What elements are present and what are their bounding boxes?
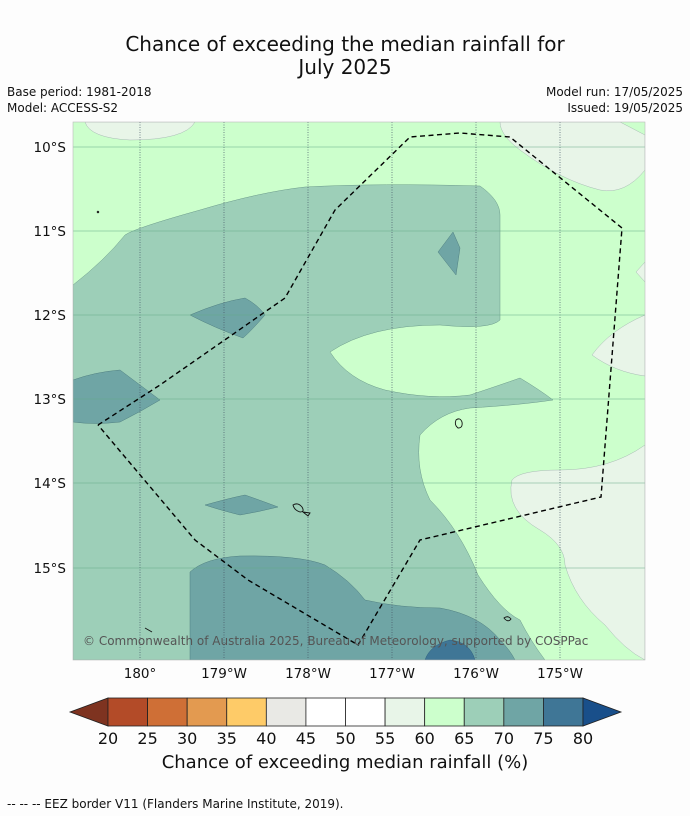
region-55-60-right xyxy=(591,314,645,377)
lon-label-179w: 179°W xyxy=(201,666,247,682)
colorbar-ticks: 20 25 30 35 40 45 50 55 60 65 70 75 80 xyxy=(98,729,593,748)
colorbar-arrow-high xyxy=(582,697,623,727)
latitude-gridlines xyxy=(73,146,645,569)
lat-label-13s: 13°S xyxy=(34,392,67,408)
colorbar-tick-55: 55 xyxy=(375,729,395,748)
colorbar xyxy=(68,697,623,727)
issued-date: Issued: 19/05/2025 xyxy=(567,101,683,115)
region-75-80 xyxy=(424,639,476,660)
colorbar-tick-75: 75 xyxy=(533,729,553,748)
colorbar-tick-70: 70 xyxy=(494,729,514,748)
colorbar-swatch-40-45 xyxy=(265,697,307,727)
base-period: Base period: 1981-2018 xyxy=(7,85,152,99)
colorbar-tick-80: 80 xyxy=(573,729,593,748)
eez-footnote: -- -- -- EEZ border V11 (Flanders Marine… xyxy=(7,797,344,811)
colorbar-swatch-35-40 xyxy=(226,697,267,727)
colorbar-swatch-30-35 xyxy=(186,697,228,727)
colorbar-swatch-20-25 xyxy=(107,697,148,727)
map-title-line2: July 2025 xyxy=(298,55,392,79)
colorbar-tick-65: 65 xyxy=(454,729,474,748)
eez-border xyxy=(97,132,623,646)
colorbar-tick-35: 35 xyxy=(217,729,237,748)
colorbar-swatch-60-65 xyxy=(424,697,465,727)
colorbar-swatch-75-80 xyxy=(543,697,584,727)
region-70-75-small xyxy=(437,231,461,276)
lat-label-10s: 10°S xyxy=(34,140,67,156)
colorbar-tick-25: 25 xyxy=(137,729,157,748)
map-title-line1: Chance of exceeding the median rainfall … xyxy=(125,32,565,56)
colorbar-tick-60: 60 xyxy=(414,729,434,748)
lat-label-14s: 14°S xyxy=(34,476,67,492)
lat-label-12s: 12°S xyxy=(34,308,67,324)
colorbar-swatch-25-30 xyxy=(147,697,188,727)
colorbar-tick-40: 40 xyxy=(256,729,276,748)
colorbar-arrow-low xyxy=(68,697,109,727)
colorbar-tick-45: 45 xyxy=(296,729,316,748)
longitude-labels: 180° 179°W 178°W 177°W 176°W 175°W xyxy=(124,666,583,682)
colorbar-swatch-65-70 xyxy=(463,697,505,727)
colorbar-tick-30: 30 xyxy=(177,729,197,748)
colorbar-title: Chance of exceeding median rainfall (%) xyxy=(161,752,529,773)
colorbar-swatch-45-50 xyxy=(305,697,346,727)
lon-label-175w: 175°W xyxy=(537,666,583,682)
lat-label-15s: 15°S xyxy=(34,561,67,577)
lon-label-176w: 176°W xyxy=(453,666,499,682)
region-70-75-bottom xyxy=(189,555,516,660)
islands xyxy=(96,210,512,633)
longitude-gridlines xyxy=(139,122,561,660)
colorbar-swatch-55-60 xyxy=(384,697,426,727)
map-area: © Commonwealth of Australia 2025, Bureau… xyxy=(73,122,645,660)
latitude-labels: 10°S 11°S 12°S 13°S 14°S 15°S xyxy=(34,140,67,577)
region-55-60-right-small xyxy=(635,261,645,283)
region-55-60-top-right xyxy=(499,122,645,191)
colorbar-tick-20: 20 xyxy=(98,729,118,748)
region-70-75-mid xyxy=(204,494,279,516)
lon-label-178w: 178°W xyxy=(285,666,331,682)
colorbar-swatch-50-55 xyxy=(345,697,386,727)
map-frame xyxy=(72,121,646,661)
lon-label-177w: 177°W xyxy=(369,666,415,682)
lat-label-11s: 11°S xyxy=(34,224,67,240)
model-run: Model run: 17/05/2025 xyxy=(545,85,683,99)
colorbar-swatch-70-75 xyxy=(503,697,544,727)
colorbar-tick-50: 50 xyxy=(335,729,355,748)
map-copyright: © Commonwealth of Australia 2025, Bureau… xyxy=(83,634,588,648)
region-65-70 xyxy=(73,184,554,660)
region-55-60-top-left xyxy=(84,122,196,141)
lon-label-180: 180° xyxy=(124,666,157,682)
region-55-60-bottom-right xyxy=(510,444,645,660)
model-name: Model: ACCESS-S2 xyxy=(7,101,119,115)
